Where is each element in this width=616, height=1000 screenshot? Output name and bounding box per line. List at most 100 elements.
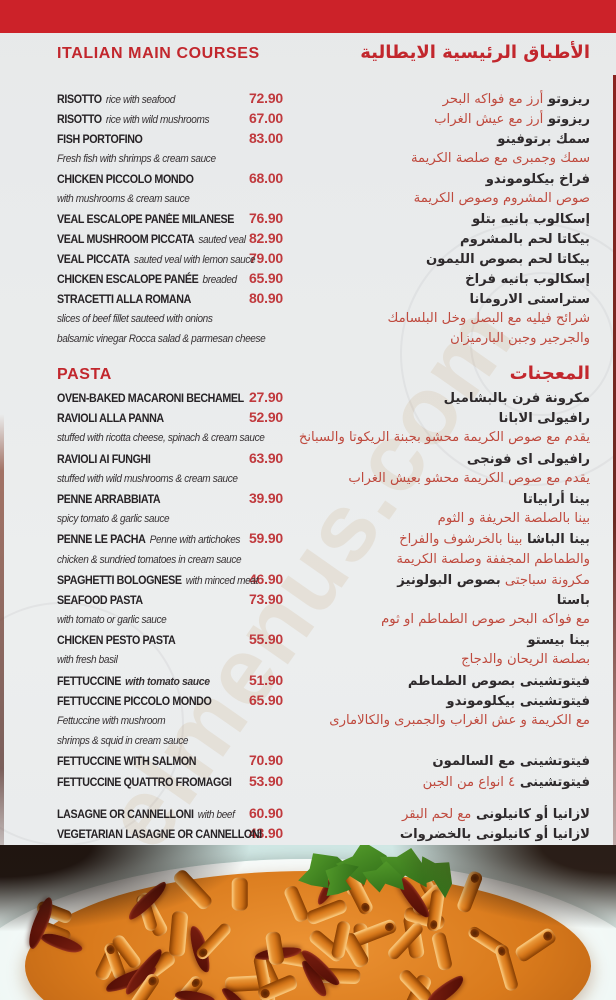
- item-arabic: فيتوتشينى ٤ انواع من الجبن: [422, 774, 590, 790]
- menu-item-row: FETTUCCINE PICCOLO MONDO 65.90 فيتوتشينى ب…: [57, 690, 590, 710]
- menu-item-desc-row: with tomato or garlic sauce مع فواكه البح…: [57, 609, 590, 629]
- item-list-italian-main-courses: RISOTTO rice with seafood 72.90 ريزوتو أرز…: [57, 88, 590, 348]
- item-arabic: مع الكريمة و عش الغراب والجمبرى والكالام…: [329, 713, 590, 728]
- item-price: 82.90: [248, 230, 283, 246]
- item-name: FETTUCCINE: [57, 675, 122, 688]
- item-arabic: رافيولى اى فونجى: [466, 451, 590, 467]
- item-name: VEAL ESCALOPE PANÉE MILANESE: [57, 214, 234, 226]
- item-price: 27.90: [248, 389, 283, 405]
- item-price: 80.90: [248, 290, 283, 306]
- item-name: CHICKEN PICCOLO MONDO: [57, 174, 194, 186]
- item-english: slices of beef fillet sauteed with onion…: [57, 308, 221, 329]
- section-header-italian-main-courses: ITALIAN MAIN COURSES الأطباق الرئيسية ال…: [57, 42, 590, 65]
- section-title-english: ITALIAN MAIN COURSES: [57, 45, 260, 62]
- menu-item-row: PENNE ARRABBIATA 39.90 بينا أرابياتا: [57, 488, 590, 508]
- item-price: 67.00: [248, 110, 283, 126]
- item-price: 70.90: [248, 752, 283, 769]
- item-arabic: مكرونة فرن بالبشاميل: [443, 391, 590, 406]
- pasta-dish-photo: [0, 845, 616, 1000]
- item-arabic: بصلصة الريحان والدجاج: [461, 652, 590, 668]
- item-name: RISOTTO: [57, 114, 102, 126]
- item-english: VEGETARIAN LASAGNE OR CANNELLONI: [57, 824, 262, 845]
- item-description: with beef: [197, 808, 235, 821]
- item-arabic: فيتوتشينى بصوص الطماطم: [407, 673, 590, 689]
- item-arabic: مع فواكه البحر صوص الطماطم او ثوم: [381, 612, 590, 628]
- item-arabic: فيتوتشينى بيكلوموندو: [446, 693, 590, 709]
- item-arabic: فيتوتشينى مع السالمون: [432, 754, 590, 770]
- item-description: Fresh fish with shrimps & cream sauce: [57, 153, 216, 165]
- menu-item-desc-row: Fresh fish with shrimps & cream sauce سمك…: [57, 148, 590, 168]
- item-price: 65.90: [248, 270, 283, 286]
- menu-item-row: CHICKEN PICCOLO MONDO 68.00 فراخ بيكلوموند…: [57, 168, 590, 188]
- menu-item-desc-row: shrimps & squid in cream sauce: [57, 730, 590, 750]
- item-arabic: ريزوتو أرز مع فواكه البحر: [442, 92, 590, 107]
- item-description: spicy tomato & garlic sauce: [57, 513, 170, 526]
- item-description: with mushrooms & cream sauce: [57, 193, 190, 205]
- item-description: with tomato sauce: [125, 675, 210, 688]
- item-description: Penne with artichokes: [149, 534, 241, 547]
- section-title-arabic: المعجنات: [509, 363, 590, 384]
- item-description: with fresh basil: [57, 654, 118, 667]
- menu-item-row: VEAL PICCATA sauted veal with lemon sauc…: [57, 248, 590, 268]
- item-arabic: شرائح فيليه مع البصل وخل البلسامك: [387, 311, 591, 326]
- item-arabic: والطماطم المجففة وصلصة الكريمة: [396, 551, 590, 567]
- item-english: balsamic vinegar Rocca salad & parmesan …: [57, 328, 266, 349]
- item-description: Fettuccine with mushroom: [57, 715, 166, 727]
- item-name: CHICKEN ESCALOPE PANÉE: [57, 274, 199, 286]
- item-price: 55.90: [248, 631, 283, 648]
- item-english: VEAL PICCATA sauted veal with lemon sauc…: [57, 249, 256, 270]
- item-arabic: ريزوتو أرز مع عيش الغراب: [434, 112, 590, 127]
- menu-item-row: RISOTTO rice with seafood 72.90 ريزوتو أرز…: [57, 88, 590, 108]
- item-english: with mushrooms & cream sauce: [57, 188, 221, 209]
- item-english: RISOTTO rice with wild mushrooms: [57, 109, 221, 130]
- menu-item-desc-row: stuffed with ricotta cheese, spinach & c…: [57, 427, 590, 447]
- item-name: VEGETARIAN LASAGNE OR CANNELLONI: [57, 828, 262, 841]
- menu-item-row: VEAL ESCALOPE PANÉE MILANESE 76.90 إسكالوب…: [57, 208, 590, 228]
- item-arabic: باستا: [556, 592, 590, 608]
- item-price: 73.90: [248, 590, 283, 607]
- item-english: OVEN-BAKED MACARONI BECHAMEL: [57, 388, 244, 409]
- item-arabic: يقدم مع صوص الكريمة محشو بجبنة الريكوتا …: [298, 430, 590, 446]
- item-name: RAVIOLI ALLA PANNA: [57, 413, 164, 426]
- item-description: slices of beef fillet sauteed with onion…: [57, 313, 213, 325]
- item-english: Fettuccine with mushroom: [57, 710, 221, 731]
- item-price: 39.90: [248, 489, 283, 506]
- section-title-english: PASTA: [57, 366, 112, 383]
- item-price: 53.90: [248, 772, 283, 789]
- item-english: RAVIOLI AI FUNGHI: [57, 449, 221, 470]
- menu-item-desc-row: slices of beef fillet sauteed with onion…: [57, 308, 590, 328]
- item-description: balsamic vinegar Rocca salad & parmesan …: [57, 333, 266, 345]
- item-price: 52.90: [248, 409, 283, 426]
- item-description: breaded: [202, 274, 238, 286]
- menu-content: ITALIAN MAIN COURSES الأطباق الرئيسية ال…: [0, 42, 616, 843]
- item-description: sauted veal with lemon sauce: [133, 254, 256, 266]
- item-english: FETTUCCINE QUATTRO FROMAGGI: [57, 772, 232, 793]
- item-english: RISOTTO rice with seafood: [57, 89, 221, 110]
- menu-item-desc-row: spicy tomato & garlic sauce بينا بالصلصة …: [57, 508, 590, 528]
- item-english: FETTUCCINE with tomato sauce: [57, 671, 221, 692]
- item-arabic: ستراستى الارومانا: [469, 292, 590, 307]
- item-name: VEAL MUSHROOM PICCATA: [57, 234, 195, 246]
- item-english: CHICKEN PICCOLO MONDO: [57, 169, 221, 190]
- item-name: VEAL PICCATA: [57, 254, 130, 266]
- menu-item-desc-row: chicken & sundried tomatoes in cream sau…: [57, 549, 590, 569]
- item-name: PENNE ARRABBIATA: [57, 493, 161, 506]
- item-name: SEAFOOD PASTA: [57, 594, 143, 607]
- penne-piece: [231, 876, 248, 911]
- menu-item-desc-row: with fresh basil بصلصة الريحان والدجاج: [57, 649, 590, 669]
- menu-item-desc-row: stuffed with wild mushrooms & cream sauc…: [57, 468, 590, 488]
- menu-item-desc-row: with mushrooms & cream sauce صوص المشروم …: [57, 188, 590, 208]
- item-english: VEAL ESCALOPE PANÉE MILANESE: [57, 209, 234, 230]
- item-english: CHICKEN ESCALOPE PANÉE breaded: [57, 269, 237, 290]
- item-english: STRACETTI ALLA ROMANA: [57, 289, 221, 310]
- item-name: STRACETTI ALLA ROMANA: [57, 294, 191, 306]
- item-english: SEAFOOD PASTA: [57, 590, 221, 611]
- menu-item-row: CHICKEN ESCALOPE PANÉE breaded 65.90 إسكال…: [57, 268, 590, 288]
- item-description: stuffed with ricotta cheese, spinach & c…: [57, 432, 265, 445]
- item-description: with minced meat: [185, 574, 259, 587]
- item-english: RAVIOLI ALLA PANNA: [57, 408, 221, 429]
- menu-item-row: LASAGNE OR CANNELLONI with beef 60.90 لازا…: [57, 803, 590, 823]
- menu-item-row: OVEN-BAKED MACARONI BECHAMEL 27.90 مكرونة …: [57, 387, 590, 407]
- item-english: FISH PORTOFINO: [57, 129, 221, 150]
- item-arabic: مكرونة سباجتى بصوص البولونيز: [397, 572, 590, 588]
